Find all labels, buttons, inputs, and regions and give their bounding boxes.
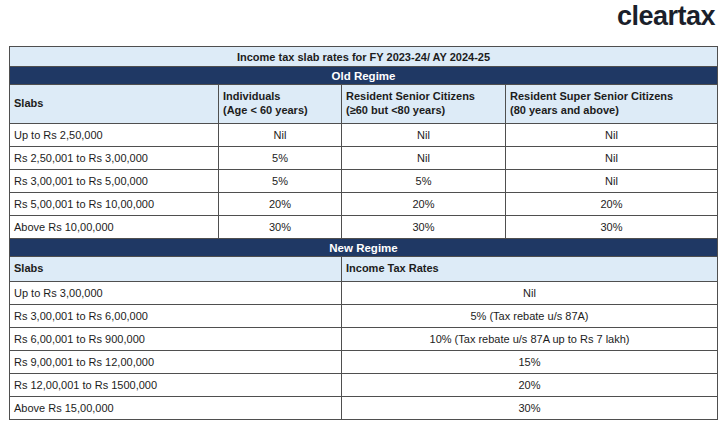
table-row: Rs 9,00,001 to Rs 12,00,000 15% (10, 351, 718, 374)
rate-cell: 30% (506, 216, 718, 239)
col-header-new-slabs: Slabs (10, 257, 342, 282)
slab-cell: Rs 2,50,001 to Rs 3,00,000 (10, 147, 219, 170)
rate-cell: 30% (342, 216, 506, 239)
tax-slab-table-container: Income tax slab rates for FY 2023-24/ AY… (9, 46, 717, 420)
table-row: Rs 5,00,001 to Rs 10,00,000 20% 20% 20% (10, 193, 718, 216)
col-header-income-tax-rates: Income Tax Rates (342, 257, 718, 282)
rate-cell: Nil (342, 282, 718, 305)
table-row: Rs 3,00,001 to Rs 5,00,000 5% 5% Nil (10, 170, 718, 193)
slab-cell: Rs 9,00,001 to Rs 12,00,000 (10, 351, 342, 374)
table-row: Rs 12,00,001 to Rs 1500,000 20% (10, 374, 718, 397)
rate-cell: 20% (342, 193, 506, 216)
rate-cell: 30% (342, 397, 718, 420)
slab-cell: Up to Rs 2,50,000 (10, 124, 219, 147)
slab-cell: Above Rs 15,00,000 (10, 397, 342, 420)
col-header-super-senior-citizens: Resident Super Senior Citizens (80 years… (506, 85, 718, 124)
slab-cell: Above Rs 10,00,000 (10, 216, 219, 239)
col-header-individuals: Individuals (Age < 60 years) (219, 85, 342, 124)
table-row: Rs 2,50,001 to Rs 3,00,000 5% Nil Nil (10, 147, 718, 170)
rate-cell: 15% (342, 351, 718, 374)
tax-slab-table: Income tax slab rates for FY 2023-24/ AY… (9, 46, 718, 420)
table-row: Rs 3,00,001 to Rs 6,00,000 5% (Tax rebat… (10, 305, 718, 328)
slab-cell: Up to Rs 3,00,000 (10, 282, 342, 305)
rate-cell: 10% (Tax rebate u/s 87A up to Rs 7 lakh) (342, 328, 718, 351)
new-regime-header-row: Slabs Income Tax Rates (10, 257, 718, 282)
table-row: Up to Rs 2,50,000 Nil Nil Nil (10, 124, 718, 147)
old-regime-header-row: Slabs Individuals (Age < 60 years) Resid… (10, 85, 718, 124)
rate-cell: 5% (342, 170, 506, 193)
table-row: Above Rs 15,00,000 30% (10, 397, 718, 420)
new-regime-label: New Regime (10, 239, 718, 257)
rate-cell: Nil (506, 147, 718, 170)
slab-cell: Rs 5,00,001 to Rs 10,00,000 (10, 193, 219, 216)
rate-cell: Nil (342, 124, 506, 147)
table-title-row: Income tax slab rates for FY 2023-24/ AY… (10, 47, 718, 67)
rate-cell: Nil (506, 124, 718, 147)
col-header-senior-citizens: Resident Senior Citizens (≥60 but <80 ye… (342, 85, 506, 124)
table-title: Income tax slab rates for FY 2023-24/ AY… (10, 47, 718, 67)
rate-cell: 20% (506, 193, 718, 216)
slab-cell: Rs 12,00,001 to Rs 1500,000 (10, 374, 342, 397)
table-row: Rs 6,00,001 to Rs 900,000 10% (Tax rebat… (10, 328, 718, 351)
table-row: Above Rs 10,00,000 30% 30% 30% (10, 216, 718, 239)
rate-cell: 5% (219, 170, 342, 193)
rate-cell: Nil (506, 170, 718, 193)
rate-cell: Nil (219, 124, 342, 147)
rate-cell: 20% (219, 193, 342, 216)
rate-cell: Nil (342, 147, 506, 170)
slab-cell: Rs 3,00,001 to Rs 5,00,000 (10, 170, 219, 193)
table-row: Up to Rs 3,00,000 Nil (10, 282, 718, 305)
cleartax-logo: cleartax (617, 1, 715, 32)
slab-cell: Rs 6,00,001 to Rs 900,000 (10, 328, 342, 351)
slab-cell: Rs 3,00,001 to Rs 6,00,000 (10, 305, 342, 328)
col-header-slabs: Slabs (10, 85, 219, 124)
rate-cell: 30% (219, 216, 342, 239)
old-regime-label: Old Regime (10, 67, 718, 85)
rate-cell: 5% (Tax rebate u/s 87A) (342, 305, 718, 328)
rate-cell: 5% (219, 147, 342, 170)
new-regime-section-row: New Regime (10, 239, 718, 257)
old-regime-section-row: Old Regime (10, 67, 718, 85)
rate-cell: 20% (342, 374, 718, 397)
